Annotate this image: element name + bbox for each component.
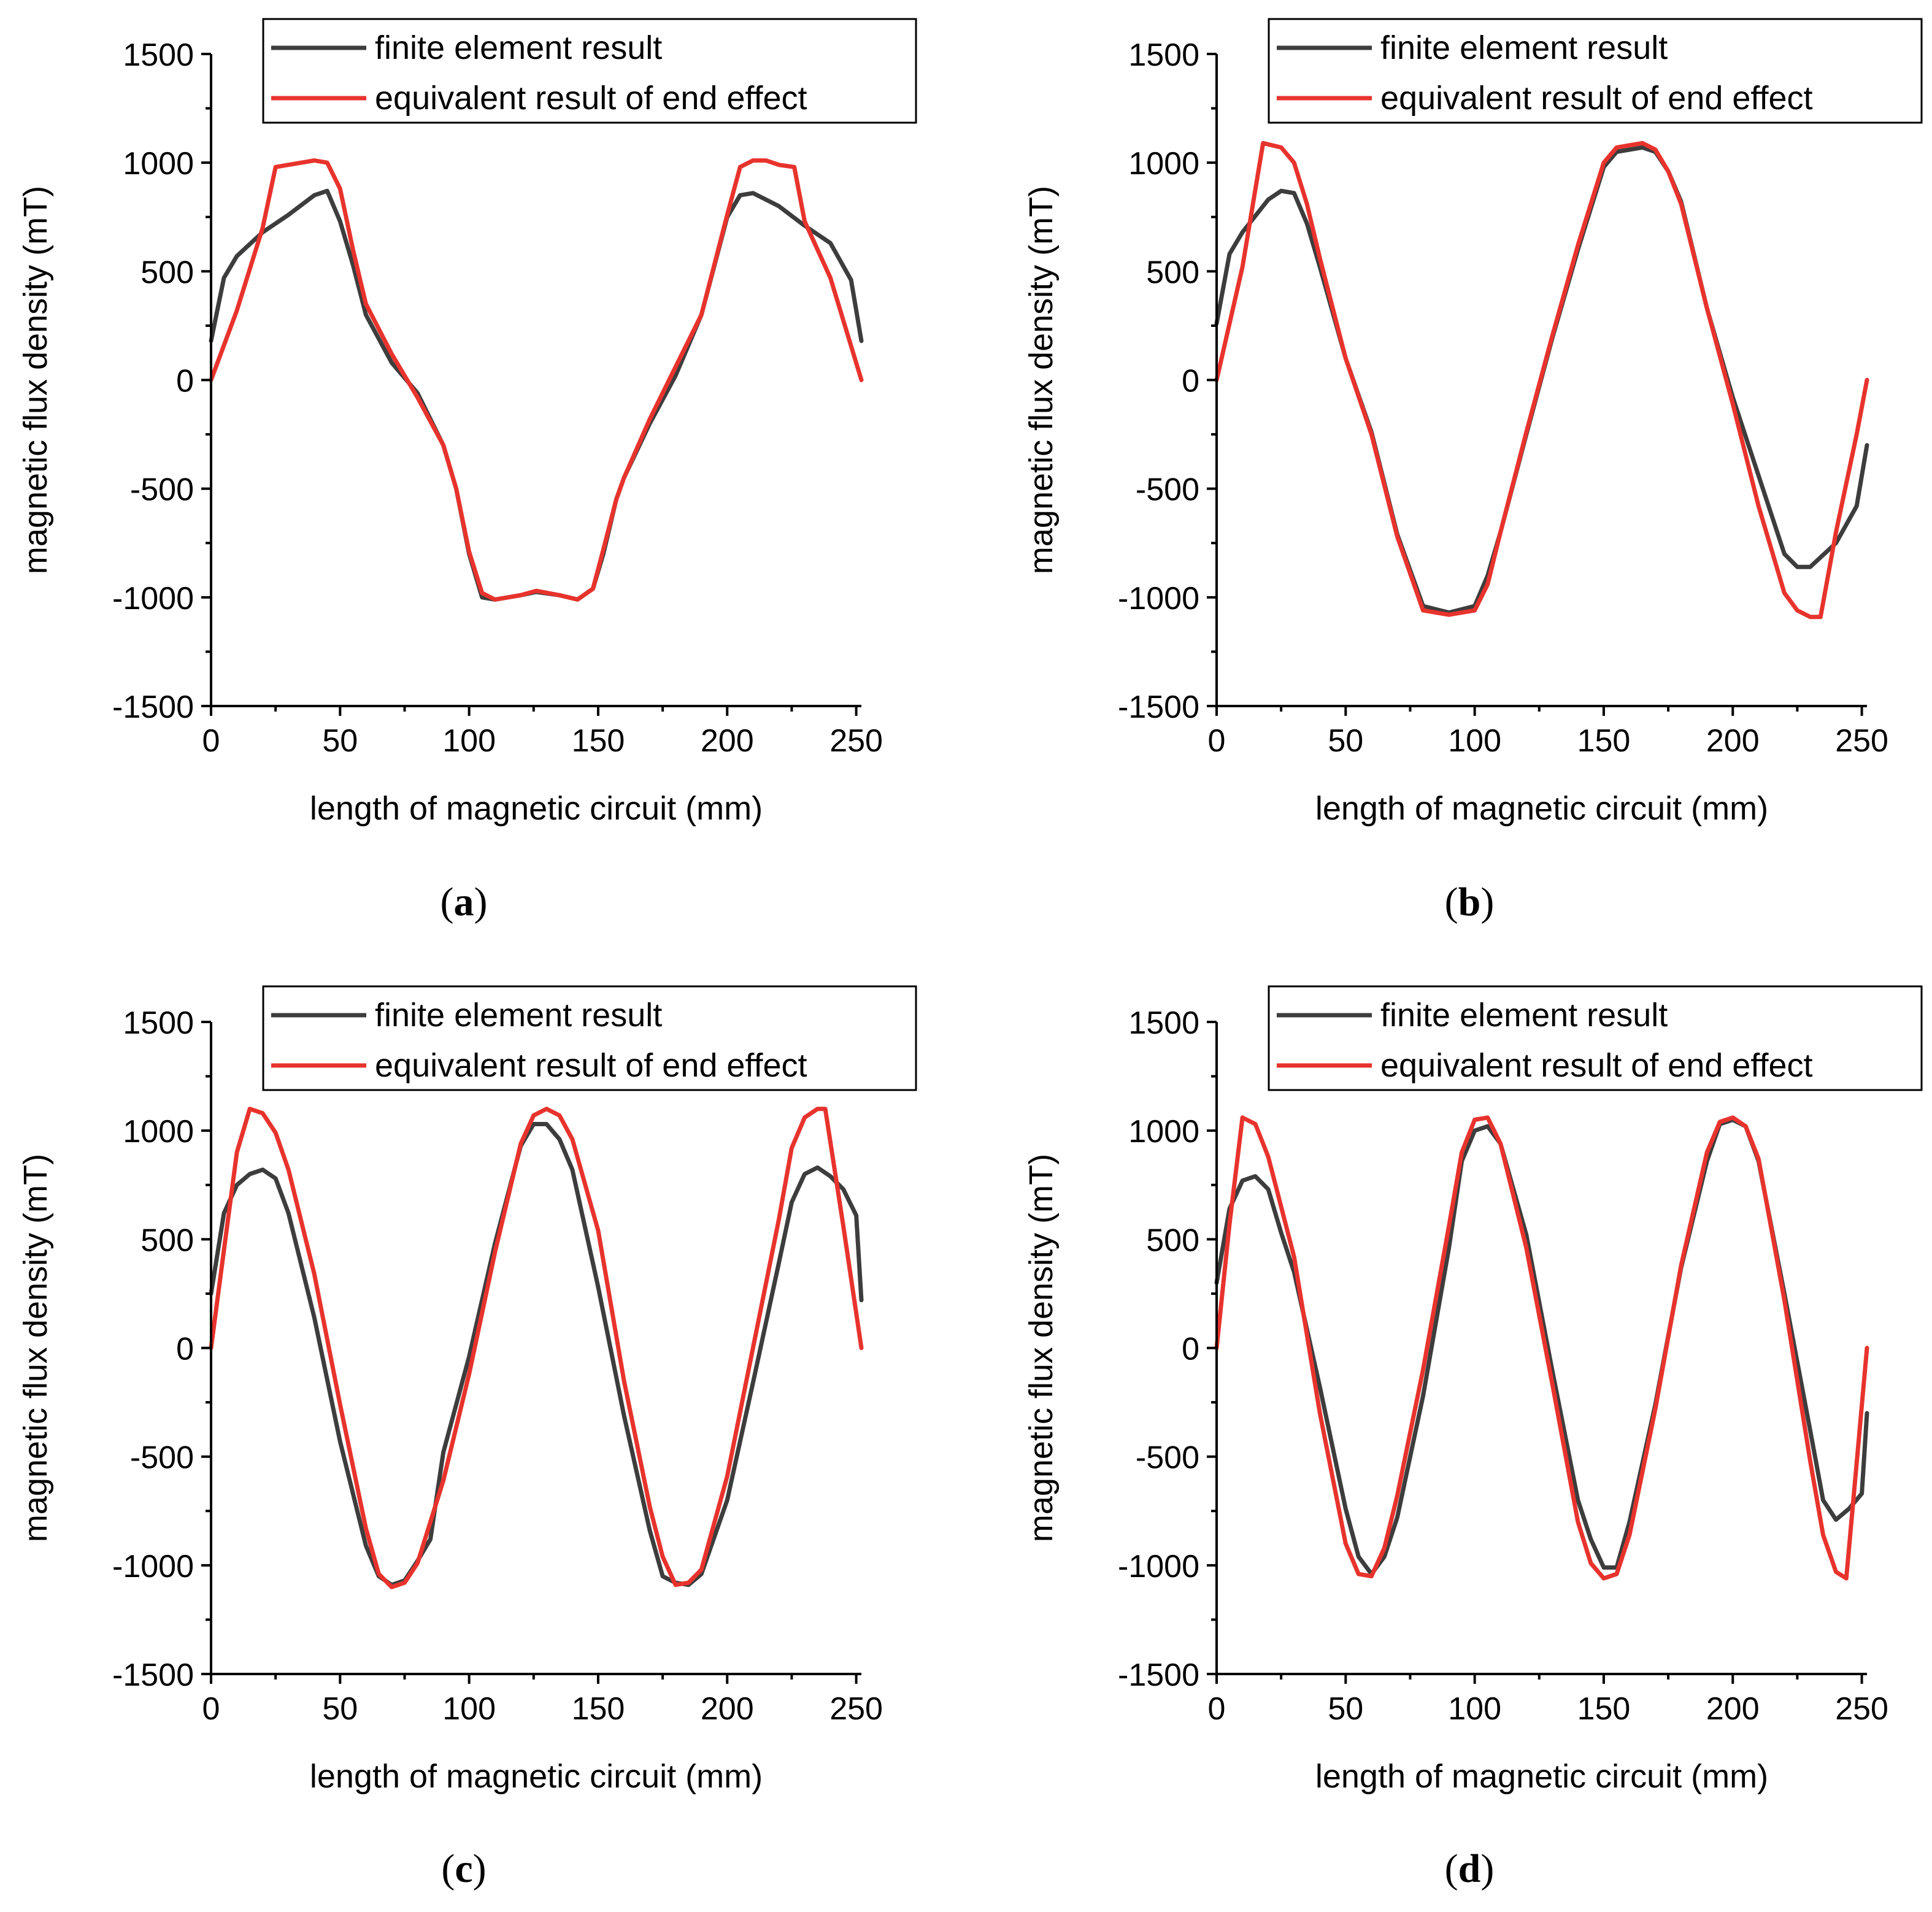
legend-label-finite-element: finite element result [1380, 29, 1668, 66]
y-tick-label: 1000 [1128, 1114, 1199, 1150]
x-tick-label: 150 [1577, 1691, 1631, 1727]
panel-label: (d) [1445, 1846, 1495, 1891]
y-tick-label: 500 [140, 1223, 194, 1258]
y-tick-label: 1500 [1128, 37, 1199, 73]
y-tick-label: -1000 [1118, 581, 1199, 616]
x-tick-label: 250 [829, 1691, 883, 1727]
series-line-end-effect [209, 1107, 864, 1589]
x-axis-title: length of magnetic circuit (mm) [310, 790, 763, 827]
x-tick-label: 0 [202, 723, 220, 759]
x-tick-label: 200 [701, 1691, 754, 1727]
legend: finite element result equivalent result o… [1268, 985, 1923, 1091]
x-tick-label: 50 [322, 723, 358, 759]
y-tick-label: 0 [1182, 1332, 1199, 1367]
y-tick-label: -1500 [112, 689, 194, 725]
x-axis-title: length of magnetic circuit (mm) [310, 1758, 763, 1795]
y-axis-title: magnetic flux density (mT) [1023, 186, 1060, 574]
panel-label: (c) [441, 1846, 486, 1891]
y-tick-label: 0 [176, 1332, 194, 1367]
y-tick-label: 1500 [1128, 1005, 1199, 1041]
legend-label-end-effect: equivalent result of end effect [1380, 1047, 1812, 1084]
y-tick-label: 1000 [123, 1114, 194, 1150]
x-axis-title: length of magnetic circuit (mm) [1315, 1758, 1768, 1795]
panel-label: (a) [441, 880, 488, 924]
y-tick-label: -500 [130, 1440, 194, 1476]
x-tick-label: 100 [1448, 723, 1501, 759]
series-line-end-effect [1214, 140, 1869, 620]
y-axis-title: magnetic flux density (mT) [17, 1154, 54, 1542]
y-tick-label: 500 [1146, 255, 1199, 290]
series-line-finite-element [209, 188, 864, 602]
legend-label-end-effect: equivalent result of end effect [1380, 80, 1812, 117]
y-tick-label: -1500 [1118, 1657, 1199, 1693]
x-tick-label: 200 [1706, 723, 1760, 759]
series-line-end-effect [209, 158, 864, 602]
y-tick-label: -1000 [112, 1549, 194, 1584]
y-tick-label: 1000 [1128, 146, 1199, 182]
panel-label: (b) [1445, 880, 1495, 924]
y-tick-label: 0 [1182, 364, 1199, 399]
x-tick-label: 0 [1208, 1691, 1226, 1727]
legend-box [1268, 18, 1923, 124]
legend-box [262, 18, 917, 124]
legend-box [1268, 985, 1923, 1091]
legend: finite element result equivalent result o… [262, 18, 917, 124]
series-line-end-effect [1214, 1115, 1869, 1581]
x-tick-label: 150 [572, 723, 625, 759]
y-tick-label: 500 [1146, 1223, 1199, 1258]
x-tick-label: 200 [701, 723, 754, 759]
legend-box [262, 985, 917, 1091]
y-axis-title: magnetic flux density (mT) [1023, 1154, 1060, 1542]
legend-label-finite-element: finite element result [375, 29, 662, 66]
y-tick-label: 0 [176, 364, 194, 399]
y-tick-label: 1500 [123, 37, 194, 73]
x-tick-label: 250 [1835, 723, 1888, 759]
x-tick-label: 50 [1328, 1691, 1363, 1727]
x-tick-label: 0 [1208, 723, 1226, 759]
y-tick-label: 1500 [123, 1005, 194, 1041]
x-tick-label: 200 [1706, 1691, 1760, 1727]
y-tick-label: 500 [140, 255, 194, 290]
series-line-finite-element [1214, 1118, 1869, 1576]
y-tick-label: 1000 [123, 146, 194, 182]
y-tick-label: -500 [1136, 472, 1199, 508]
legend-label-finite-element: finite element result [375, 997, 662, 1034]
x-axis-title: length of magnetic circuit (mm) [1315, 790, 1768, 827]
y-tick-label: -1500 [112, 1657, 194, 1693]
x-tick-label: 100 [442, 1691, 496, 1727]
y-tick-label: -1000 [1118, 1549, 1199, 1584]
legend-label-end-effect: equivalent result of end effect [375, 80, 807, 117]
x-tick-label: 100 [442, 723, 496, 759]
y-tick-label: -500 [1136, 1440, 1199, 1476]
y-tick-label: -1500 [1118, 689, 1199, 725]
x-tick-label: 150 [1577, 723, 1631, 759]
x-tick-label: 150 [572, 1691, 625, 1727]
legend-label-end-effect: equivalent result of end effect [375, 1047, 807, 1084]
y-tick-label: -1000 [112, 581, 194, 616]
x-tick-label: 50 [322, 1691, 358, 1727]
x-tick-label: 100 [1448, 1691, 1501, 1727]
legend-label-finite-element: finite element result [1380, 997, 1668, 1034]
y-axis-title: magnetic flux density (mT) [17, 186, 54, 574]
x-tick-label: 50 [1328, 723, 1363, 759]
legend: finite element result equivalent result o… [1268, 18, 1923, 124]
legend: finite element result equivalent result o… [262, 985, 917, 1091]
y-tick-label: -500 [130, 472, 194, 508]
x-tick-label: 0 [202, 1691, 220, 1727]
x-tick-label: 250 [829, 723, 883, 759]
series-line-finite-element [209, 1122, 864, 1588]
x-tick-label: 250 [1835, 1691, 1888, 1727]
